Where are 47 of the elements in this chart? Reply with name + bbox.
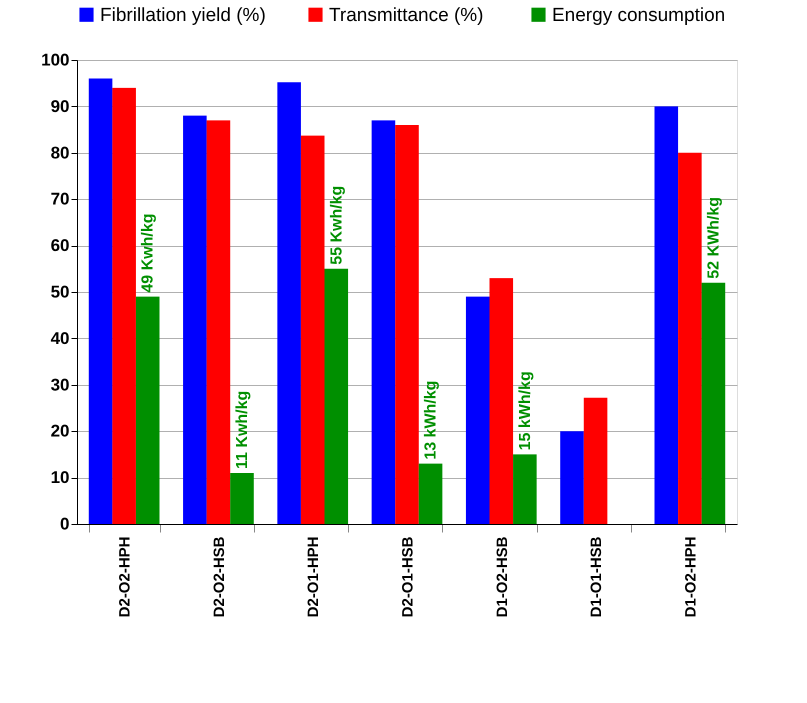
x-tick-label: D2-O2-HPH: [116, 536, 134, 618]
y-tick-label: 30: [50, 375, 70, 394]
bar: [395, 124, 419, 524]
bar: [277, 82, 301, 524]
bar: [418, 464, 442, 524]
bar: [324, 268, 348, 524]
bar: [88, 78, 112, 524]
bar: [136, 296, 160, 524]
bar: [584, 398, 608, 524]
y-tick-label: 90: [50, 96, 70, 116]
y-tick-label: 20: [50, 422, 70, 441]
data-label: 49 Kwh/kg: [140, 214, 157, 293]
bar: [112, 88, 136, 524]
bar: [513, 454, 537, 524]
data-label: 52 KWh/kg: [705, 196, 722, 279]
x-tick-label: D2-O1-HSB: [400, 536, 416, 618]
y-tick-label: 60: [50, 236, 70, 256]
bar: [678, 152, 702, 524]
data-label: 11 Kwh/kg: [234, 390, 251, 469]
bar: [702, 282, 726, 524]
bar: [300, 136, 324, 524]
x-tick-label: D1-O1-HSB: [588, 536, 606, 618]
y-tick-label: 40: [50, 328, 70, 348]
bar: [654, 106, 678, 524]
y-tick-label: 50: [50, 282, 70, 302]
y-tick-label: 70: [50, 190, 70, 209]
legend-label: Energy consumption: [552, 4, 726, 26]
y-tick-label: 10: [50, 468, 70, 488]
bar: [230, 472, 254, 524]
x-tick-label: D2-O2-HSB: [210, 536, 228, 618]
data-label: 15 kWh/kg: [516, 371, 534, 450]
data-label: 13 kWh/kg: [422, 380, 440, 460]
y-tick-label: 0: [60, 514, 70, 534]
y-tick-label: 100: [41, 50, 70, 70]
legend-label: Transmittance (%): [329, 4, 484, 26]
bar: [490, 278, 514, 524]
legend-label: Fibrillation yield (%): [100, 4, 266, 26]
bar: [183, 116, 207, 524]
bar: [372, 120, 396, 524]
bar: [466, 296, 490, 524]
data-label: 55 Kwh/kg: [328, 186, 346, 265]
x-tick-label: D1-O2-HSB: [494, 536, 511, 618]
bar: [206, 120, 230, 524]
x-tick-label: D2-O1-HPH: [305, 536, 322, 618]
y-tick-label: 80: [50, 143, 70, 162]
bar: [560, 431, 584, 524]
x-tick-label: D1-O2-HPH: [682, 536, 700, 618]
